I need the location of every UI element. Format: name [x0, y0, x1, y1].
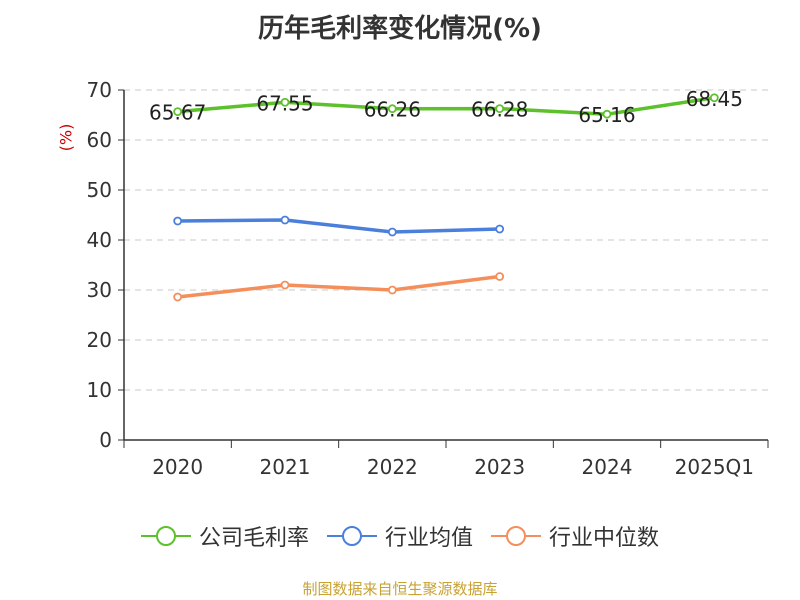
chart-legend: 公司毛利率 行业均值 行业中位数: [0, 520, 800, 552]
legend-marker-industry-mean-icon: [326, 526, 377, 546]
data-point: [280, 215, 290, 225]
data-label: 66.28: [471, 98, 528, 122]
data-point: [173, 107, 183, 117]
legend-marker-industry-median-icon: [491, 526, 541, 546]
legend-item-company-margin[interactable]: 公司毛利率: [140, 520, 309, 552]
series-line: [177, 96, 715, 116]
data-label: 66.26: [364, 98, 421, 122]
data-point: [173, 292, 183, 302]
x-tick-label: 2021: [260, 455, 311, 479]
data-point: [173, 216, 183, 226]
data-source-note: 制图数据来自恒生聚源数据库: [302, 580, 498, 598]
legend-label-industry-mean: 行业均值: [384, 526, 473, 551]
data-point: [280, 280, 290, 290]
y-tick-label: 40: [87, 228, 112, 252]
data-point: [387, 104, 397, 114]
legend-label-industry-median: 行业中位数: [549, 526, 660, 551]
data-label: 65.16: [578, 103, 635, 127]
data-label: 65.67: [149, 101, 206, 125]
data-label: 67.55: [256, 91, 313, 115]
data-point: [280, 97, 290, 107]
legend-label-company-margin: 公司毛利率: [198, 526, 309, 551]
legend-item-industry-median[interactable]: 行业中位数: [491, 520, 659, 552]
y-tick-label: 70: [87, 78, 112, 102]
data-label: 68.45: [686, 87, 743, 111]
x-tick-label: 2020: [152, 455, 203, 479]
data-point: [495, 104, 505, 113]
data-point: [387, 227, 397, 237]
y-tick-label: 20: [87, 328, 112, 352]
x-tick-label: 2024: [582, 455, 633, 479]
y-tick-label: 60: [87, 128, 112, 152]
legend-item-industry-mean[interactable]: 行业均值: [326, 520, 473, 552]
data-point: [709, 93, 719, 103]
series-line: [177, 274, 500, 299]
data-point: [602, 109, 612, 119]
data-point: [495, 272, 505, 281]
data-point: [387, 285, 397, 295]
y-tick-label: 10: [87, 378, 112, 402]
y-tick-label: 50: [87, 178, 112, 202]
series-line: [177, 218, 500, 234]
chart-title: 历年毛利率变化情况(%): [258, 14, 542, 44]
x-tick-label: 2025Q1: [675, 455, 754, 479]
y-tick-label: 0: [99, 428, 112, 452]
legend-marker-company-margin-icon: [140, 526, 191, 546]
data-point: [495, 224, 505, 234]
x-tick-label: 2023: [474, 455, 525, 479]
x-tick-label: 2022: [367, 455, 418, 479]
y-tick-label: 30: [87, 278, 112, 302]
